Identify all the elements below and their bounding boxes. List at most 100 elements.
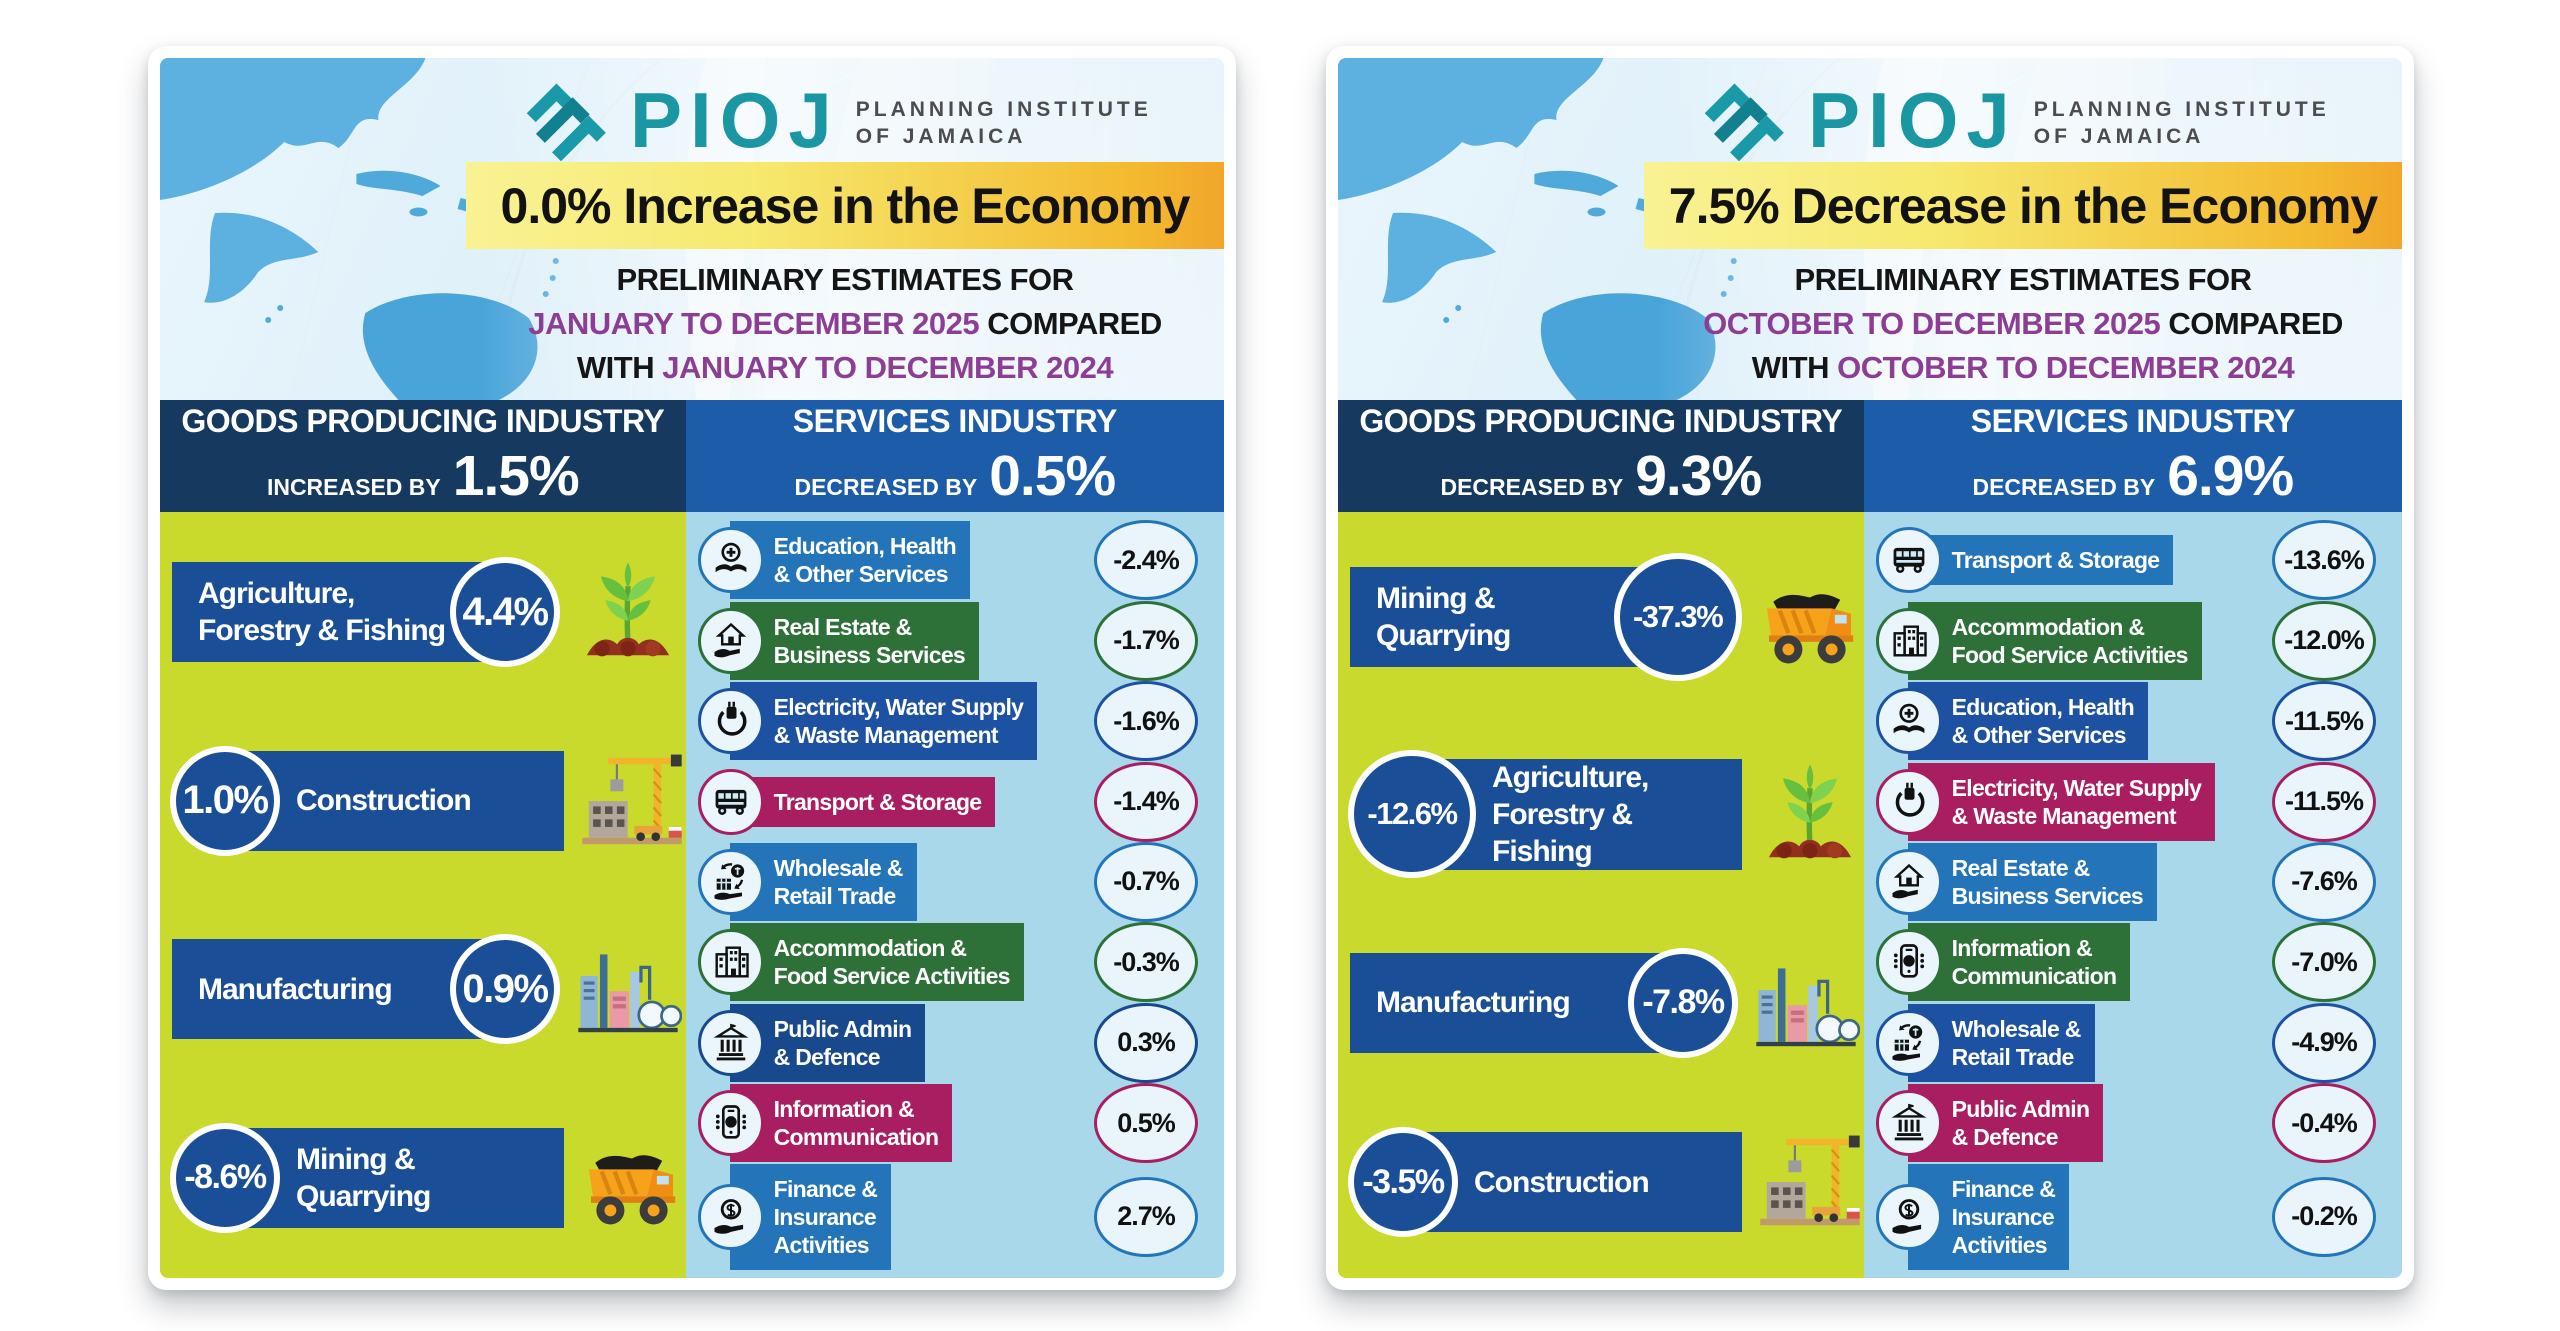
- pioj-logomark-icon: [1700, 74, 1792, 166]
- goods-row: Manufacturing 0.9%: [160, 934, 686, 1045]
- service-row: Public Admin & Defence 0.3%: [686, 1002, 1224, 1083]
- brand-name: PIOJ: [630, 76, 840, 164]
- services-column: Education, Health & Other Services -2.4%…: [685, 512, 1224, 1278]
- wholesale-icon: [1875, 1009, 1942, 1076]
- goods-row: Mining & Quarrying -37.3%: [1338, 552, 1864, 681]
- goods-row: -8.6% Mining & Quarrying: [160, 1122, 686, 1233]
- with-text: WITH: [576, 350, 663, 385]
- service-value-badge: -11.5%: [2271, 761, 2376, 842]
- goods-industry-header: GOODS PRODUCING INDUSTRY INCREASED BY 1.…: [160, 400, 686, 512]
- service-industry-label: Accommodation & Food Service Activities: [1907, 601, 2202, 680]
- service-row: Electricity, Water Supply & Waste Manage…: [1864, 761, 2402, 842]
- goods-row: Agriculture, Forestry & Fishing 4.4%: [160, 557, 686, 668]
- period-previous: JANUARY TO DECEMBER 2024: [662, 350, 1114, 385]
- publicadmin-icon: [1875, 1090, 1942, 1157]
- services-change-value: 0.5%: [989, 444, 1116, 508]
- services-change-label: DECREASED BY: [1972, 474, 2156, 500]
- headline-banner: 7.5% Decrease in the Economy: [1644, 162, 2402, 249]
- service-industry-label: Electricity, Water Supply & Waste Manage…: [1907, 762, 2216, 841]
- wholesale-icon: [697, 848, 764, 915]
- column-headers: GOODS PRODUCING INDUSTRY DECREASED BY 9.…: [1338, 400, 2402, 512]
- goods-row: 1.0% Construction: [160, 745, 686, 856]
- services-change-value: 6.9%: [2167, 444, 2294, 508]
- pioj-logo: PIOJ PLANNING INSTITUTE OF JAMAICA: [522, 70, 1152, 170]
- service-value-badge: -0.7%: [1093, 841, 1198, 922]
- goods-value-circle: 1.0%: [170, 745, 280, 856]
- service-row: Accommodation & Food Service Activities …: [686, 922, 1224, 1003]
- information-icon: [697, 1090, 764, 1157]
- finance-icon: [1875, 1183, 1942, 1250]
- card-header: PIOJ PLANNING INSTITUTE OF JAMAICA 7.5% …: [1338, 58, 2402, 400]
- goods-row: -3.5% Construction: [1338, 1127, 1864, 1238]
- service-row: Transport & Storage -13.6%: [1864, 520, 2402, 601]
- service-value-badge: -12.0%: [2271, 600, 2376, 681]
- service-value-badge: 0.3%: [1093, 1002, 1198, 1083]
- services-header-title: SERVICES INDUSTRY: [792, 403, 1118, 439]
- transport-icon: [697, 768, 764, 835]
- goods-column: Agriculture, Forestry & Fishing 4.4% 1.0%…: [160, 512, 686, 1278]
- service-value-badge: -1.7%: [1093, 600, 1198, 681]
- goods-change-label: DECREASED BY: [1440, 474, 1624, 500]
- compared-text: COMPARED: [979, 306, 1162, 341]
- service-value-badge: -0.3%: [1093, 922, 1198, 1003]
- service-value-badge: -7.6%: [2271, 841, 2376, 922]
- services-header-title: SERVICES INDUSTRY: [1970, 403, 2296, 439]
- goods-industry-label: Construction: [1402, 1132, 1742, 1233]
- realestate-icon: [1875, 848, 1942, 915]
- pioj-logo: PIOJ PLANNING INSTITUTE OF JAMAICA: [1700, 70, 2330, 170]
- factory-icon: [1752, 949, 1861, 1057]
- subtitle: PRELIMINARY ESTIMATES FOR JANUARY TO DEC…: [466, 258, 1224, 390]
- service-row: Education, Health & Other Services -2.4%: [686, 520, 1224, 601]
- services-column: Transport & Storage -13.6% Accommodation…: [1863, 512, 2402, 1278]
- subtitle-line-2: JANUARY TO DECEMBER 2025 COMPARED: [466, 302, 1224, 346]
- service-value-badge: -11.5%: [2271, 681, 2376, 762]
- truck-icon: [1756, 563, 1864, 671]
- goods-value-circle: -7.8%: [1628, 947, 1738, 1058]
- card-body: Agriculture, Forestry & Fishing 4.4% 1.0%…: [160, 512, 1224, 1278]
- realestate-icon: [697, 607, 764, 674]
- service-industry-label: Transport & Storage: [729, 776, 996, 827]
- subtitle-line-2: OCTOBER TO DECEMBER 2025 COMPARED: [1644, 302, 2402, 346]
- goods-value-circle: -3.5%: [1348, 1127, 1458, 1238]
- brand-org-line2: OF JAMAICA: [2033, 125, 2205, 148]
- period-current: JANUARY TO DECEMBER 2025: [528, 306, 980, 341]
- finance-icon: [697, 1183, 764, 1250]
- service-row: Education, Health & Other Services -11.5…: [1864, 681, 2402, 762]
- goods-industry-label: Construction: [224, 750, 564, 851]
- infographic-card: PIOJ PLANNING INSTITUTE OF JAMAICA 0.0% …: [148, 46, 1236, 1290]
- services-header-change: DECREASED BY 6.9%: [1972, 443, 2294, 509]
- goods-industry-label: Mining & Quarrying: [224, 1127, 564, 1228]
- services-header-change: DECREASED BY 0.5%: [794, 443, 1116, 509]
- services-industry-header: SERVICES INDUSTRY DECREASED BY 6.9%: [1863, 400, 2402, 512]
- goods-change-value: 1.5%: [452, 444, 580, 508]
- plant-icon: [1756, 760, 1864, 868]
- service-industry-label: Wholesale & Retail Trade: [729, 842, 917, 921]
- plant-icon: [574, 558, 682, 666]
- service-row: Public Admin & Defence -0.4%: [1864, 1083, 2402, 1164]
- service-value-badge: -7.0%: [2271, 922, 2376, 1003]
- period-previous: OCTOBER TO DECEMBER 2024: [1837, 350, 2295, 385]
- electricity-icon: [697, 688, 764, 755]
- brand-org-name: PLANNING INSTITUTE OF JAMAICA: [2034, 90, 2330, 150]
- factory-icon: [574, 935, 683, 1043]
- service-industry-label: Transport & Storage: [1907, 535, 2174, 586]
- service-value-badge: -13.6%: [2271, 520, 2376, 601]
- service-row: Finance & Insurance Activities 2.7%: [686, 1163, 1224, 1270]
- compared-text: COMPARED: [2160, 306, 2343, 341]
- accommodation-icon: [697, 929, 764, 996]
- service-value-badge: -0.2%: [2271, 1176, 2376, 1257]
- service-row: Wholesale & Retail Trade -4.9%: [1864, 1002, 2402, 1083]
- goods-header-change: INCREASED BY 1.5%: [267, 443, 580, 509]
- service-industry-label: Real Estate & Business Services: [729, 601, 980, 680]
- service-industry-label: Information & Communication: [1907, 923, 2131, 1002]
- service-industry-label: Education, Health & Other Services: [1907, 682, 2148, 761]
- truck-icon: [578, 1124, 686, 1232]
- service-value-badge: -4.9%: [2271, 1002, 2376, 1083]
- services-change-label: DECREASED BY: [794, 474, 978, 500]
- goods-row: -12.6% Agriculture, Forestry & Fishing: [1338, 750, 1864, 879]
- goods-value-circle: -12.6%: [1348, 750, 1476, 879]
- service-industry-label: Information & Communication: [729, 1084, 953, 1163]
- goods-industry-header: GOODS PRODUCING INDUSTRY DECREASED BY 9.…: [1338, 400, 1864, 512]
- subtitle-line-3: WITH OCTOBER TO DECEMBER 2024: [1644, 346, 2402, 390]
- infographic-card: PIOJ PLANNING INSTITUTE OF JAMAICA 7.5% …: [1326, 46, 2414, 1290]
